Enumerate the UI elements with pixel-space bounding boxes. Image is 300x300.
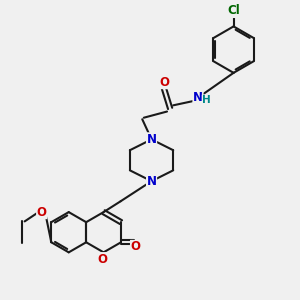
- Text: O: O: [37, 206, 47, 219]
- Text: O: O: [159, 76, 169, 88]
- Text: Cl: Cl: [227, 4, 240, 17]
- Text: N: N: [193, 91, 203, 104]
- Text: N: N: [146, 133, 157, 146]
- Text: O: O: [97, 253, 107, 266]
- Text: O: O: [130, 240, 140, 254]
- Text: H: H: [202, 95, 211, 105]
- Text: N: N: [146, 175, 157, 188]
